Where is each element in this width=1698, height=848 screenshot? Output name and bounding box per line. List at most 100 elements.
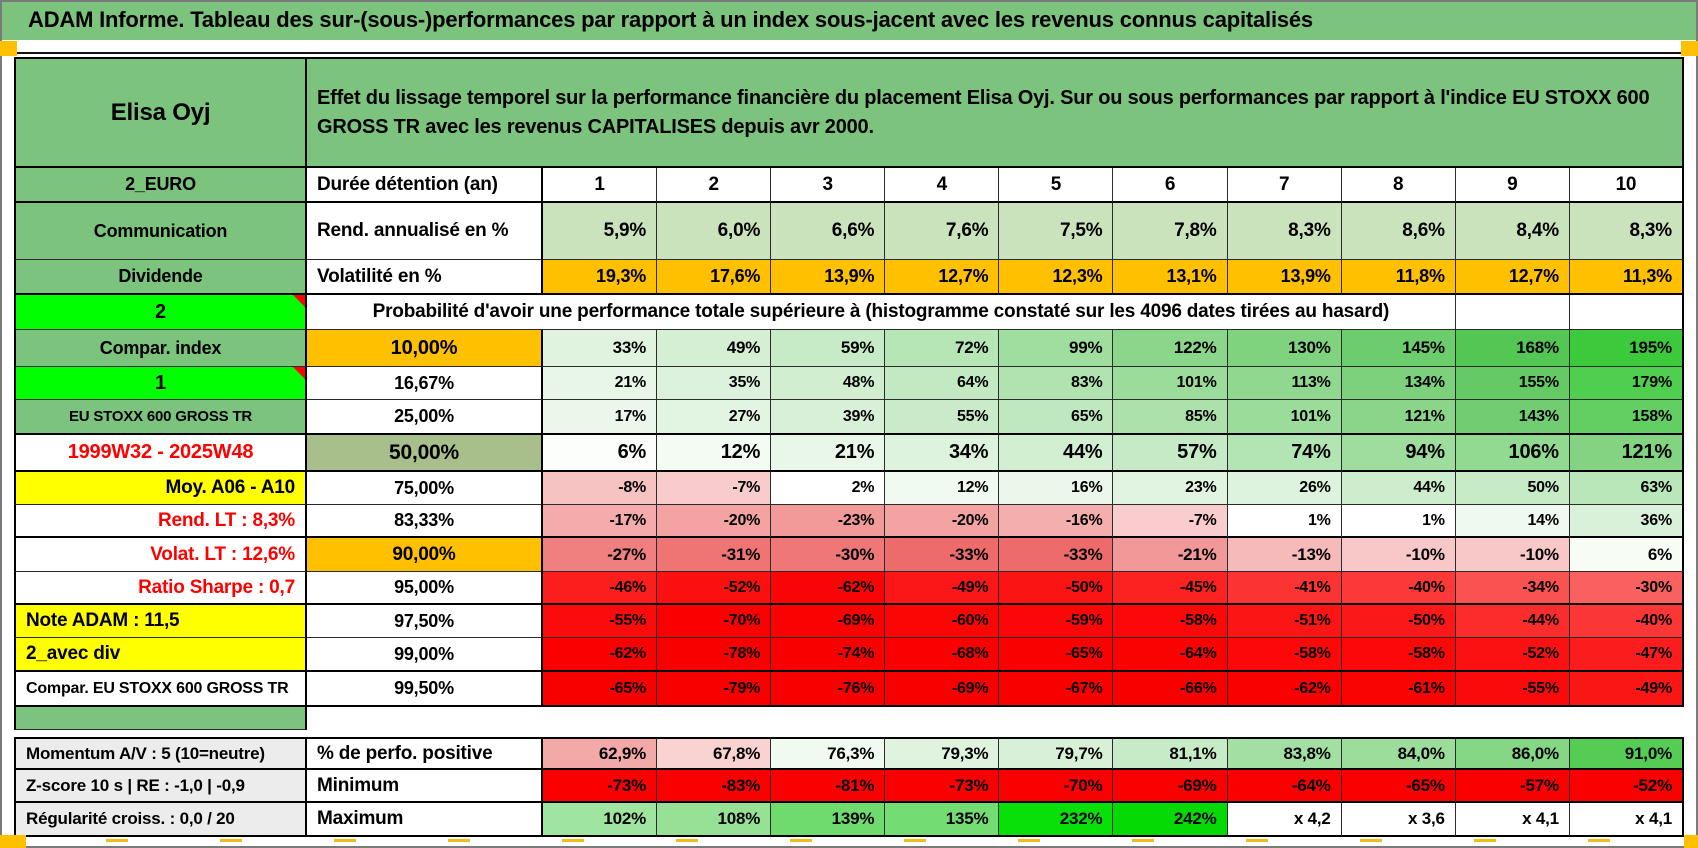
- cell-p75-value-7[interactable]: 26%: [1227, 472, 1342, 505]
- cell-p10-value-3[interactable]: 59%: [771, 330, 886, 367]
- cell-p1667-value-1[interactable]: 21%: [543, 367, 658, 400]
- cell-positive-perf-label[interactable]: Momentum A/V : 5 (10=neutre): [14, 737, 307, 770]
- cell-probability-header-label[interactable]: 2: [14, 295, 307, 330]
- cell-p99-value-4[interactable]: -68%: [885, 638, 1000, 672]
- cell-minimum-value-3[interactable]: -81%: [771, 770, 886, 803]
- cell-p25-value-8[interactable]: 121%: [1341, 400, 1456, 435]
- cell-p1667-value-5[interactable]: 83%: [999, 367, 1114, 400]
- cell-p10-value-2[interactable]: 49%: [657, 330, 772, 367]
- cell-p90-value-8[interactable]: -10%: [1341, 538, 1456, 572]
- cell-minimum-value-10[interactable]: -52%: [1569, 770, 1684, 803]
- cell-p975-value-8[interactable]: -50%: [1341, 605, 1456, 638]
- cell-annualized-return-value-2[interactable]: 6,0%: [657, 203, 772, 260]
- cell-p10-value-9[interactable]: 168%: [1455, 330, 1570, 367]
- cell-duration-label[interactable]: 2_EURO: [14, 168, 307, 203]
- cell-p75-value-5[interactable]: 16%: [999, 472, 1114, 505]
- cell-volatility-value-4[interactable]: 12,7%: [885, 260, 1000, 295]
- cell-separator-label[interactable]: [14, 707, 307, 730]
- cell-maximum-value-6[interactable]: 242%: [1113, 803, 1228, 837]
- cell-p975-value-2[interactable]: -70%: [657, 605, 772, 638]
- cell-p8333-value-10[interactable]: 36%: [1569, 505, 1684, 538]
- cell-positive-perf-value-1[interactable]: 62,9%: [543, 737, 658, 770]
- cell-p90-value-7[interactable]: -13%: [1227, 538, 1342, 572]
- cell-p975-value-5[interactable]: -59%: [999, 605, 1114, 638]
- cell-p10-value-10[interactable]: 195%: [1569, 330, 1684, 367]
- cell-p25-label[interactable]: EU STOXX 600 GROSS TR: [14, 400, 307, 435]
- cell-p95-value-5[interactable]: -50%: [999, 572, 1114, 605]
- cell-p1667-value-6[interactable]: 101%: [1113, 367, 1228, 400]
- cell-probability-header-col2[interactable]: Probabilité d'avoir une performance tota…: [307, 295, 1456, 330]
- cell-minimum-value-8[interactable]: -65%: [1341, 770, 1456, 803]
- cell-p75-value-2[interactable]: -7%: [657, 472, 772, 505]
- cell-p8333-value-5[interactable]: -16%: [999, 505, 1114, 538]
- cell-p8333-value-8[interactable]: 1%: [1341, 505, 1456, 538]
- cell-p95-value-7[interactable]: -41%: [1227, 572, 1342, 605]
- cell-p50-value-4[interactable]: 34%: [885, 435, 1000, 472]
- cell-p50-value-2[interactable]: 12%: [657, 435, 772, 472]
- cell-maximum-value-10[interactable]: x 4,1: [1569, 803, 1684, 837]
- cell-p75-value-9[interactable]: 50%: [1455, 472, 1570, 505]
- cell-p25-value-5[interactable]: 65%: [999, 400, 1114, 435]
- cell-volatility-value-2[interactable]: 17,6%: [657, 260, 772, 295]
- cell-p995-col2[interactable]: 99,50%: [307, 672, 543, 707]
- cell-p995-value-10[interactable]: -49%: [1569, 672, 1684, 707]
- cell-positive-perf-value-9[interactable]: 86,0%: [1455, 737, 1570, 770]
- cell-p975-value-7[interactable]: -51%: [1227, 605, 1342, 638]
- cell-duration-value-3[interactable]: 3: [771, 168, 886, 203]
- cell-p90-value-9[interactable]: -10%: [1455, 538, 1570, 572]
- cell-minimum-label[interactable]: Z-score 10 s | RE : -1,0 | -0,9: [14, 770, 307, 803]
- cell-maximum-value-3[interactable]: 139%: [771, 803, 886, 837]
- cell-maximum-value-1[interactable]: 102%: [543, 803, 658, 837]
- cell-volatility-value-5[interactable]: 12,3%: [999, 260, 1114, 295]
- cell-duration-value-8[interactable]: 8: [1341, 168, 1456, 203]
- cell-p95-value-1[interactable]: -46%: [543, 572, 658, 605]
- cell-p25-value-2[interactable]: 27%: [657, 400, 772, 435]
- cell-p95-col2[interactable]: 95,00%: [307, 572, 543, 605]
- cell-p995-value-4[interactable]: -69%: [885, 672, 1000, 707]
- cell-p8333-col2[interactable]: 83,33%: [307, 505, 543, 538]
- cell-p8333-value-6[interactable]: -7%: [1113, 505, 1228, 538]
- cell-p10-value-5[interactable]: 99%: [999, 330, 1114, 367]
- cell-minimum-value-5[interactable]: -70%: [999, 770, 1114, 803]
- cell-p975-value-10[interactable]: -40%: [1569, 605, 1684, 638]
- cell-p8333-value-4[interactable]: -20%: [885, 505, 1000, 538]
- cell-p995-label[interactable]: Compar. EU STOXX 600 GROSS TR: [14, 672, 307, 707]
- cell-p95-value-10[interactable]: -30%: [1569, 572, 1684, 605]
- cell-p90-value-10[interactable]: 6%: [1569, 538, 1684, 572]
- cell-probability-header-empty-2[interactable]: [1569, 295, 1684, 330]
- cell-p75-value-4[interactable]: 12%: [885, 472, 1000, 505]
- cell-p25-value-3[interactable]: 39%: [771, 400, 886, 435]
- cell-annualized-return-value-8[interactable]: 8,6%: [1341, 203, 1456, 260]
- sheet-title-cell[interactable]: ADAM Informe. Tableau des sur-(sous-)per…: [0, 0, 1698, 40]
- cell-positive-perf-value-5[interactable]: 79,7%: [999, 737, 1114, 770]
- cell-maximum-value-7[interactable]: x 4,2: [1227, 803, 1342, 837]
- cell-p1667-value-4[interactable]: 64%: [885, 367, 1000, 400]
- cell-p1667-value-2[interactable]: 35%: [657, 367, 772, 400]
- cell-p25-value-6[interactable]: 85%: [1113, 400, 1228, 435]
- cell-p99-value-9[interactable]: -52%: [1455, 638, 1570, 672]
- cell-p50-value-8[interactable]: 94%: [1341, 435, 1456, 472]
- cell-p1667-label[interactable]: 1: [14, 367, 307, 400]
- cell-annualized-return-value-9[interactable]: 8,4%: [1455, 203, 1570, 260]
- cell-volatility-value-8[interactable]: 11,8%: [1341, 260, 1456, 295]
- cell-p975-col2[interactable]: 97,50%: [307, 605, 543, 638]
- cell-p995-value-2[interactable]: -79%: [657, 672, 772, 707]
- cell-p90-value-1[interactable]: -27%: [543, 538, 658, 572]
- cell-p95-label[interactable]: Ratio Sharpe : 0,7: [14, 572, 307, 605]
- cell-annualized-return-value-6[interactable]: 7,8%: [1113, 203, 1228, 260]
- cell-p50-value-10[interactable]: 121%: [1569, 435, 1684, 472]
- cell-maximum-value-2[interactable]: 108%: [657, 803, 772, 837]
- cell-p90-value-2[interactable]: -31%: [657, 538, 772, 572]
- cell-p99-value-5[interactable]: -65%: [999, 638, 1114, 672]
- cell-p50-label[interactable]: 1999W32 - 2025W48: [14, 435, 307, 472]
- cell-p25-value-1[interactable]: 17%: [543, 400, 658, 435]
- cell-duration-value-10[interactable]: 10: [1569, 168, 1684, 203]
- cell-maximum-label[interactable]: Régularité croiss. : 0,0 / 20: [14, 803, 307, 837]
- cell-p25-value-10[interactable]: 158%: [1569, 400, 1684, 435]
- cell-volatility-value-10[interactable]: 11,3%: [1569, 260, 1684, 295]
- cell-annualized-return-value-10[interactable]: 8,3%: [1569, 203, 1684, 260]
- cell-positive-perf-value-2[interactable]: 67,8%: [657, 737, 772, 770]
- cell-volatility-value-1[interactable]: 19,3%: [543, 260, 658, 295]
- cell-volatility-value-7[interactable]: 13,9%: [1227, 260, 1342, 295]
- cell-p50-value-5[interactable]: 44%: [999, 435, 1114, 472]
